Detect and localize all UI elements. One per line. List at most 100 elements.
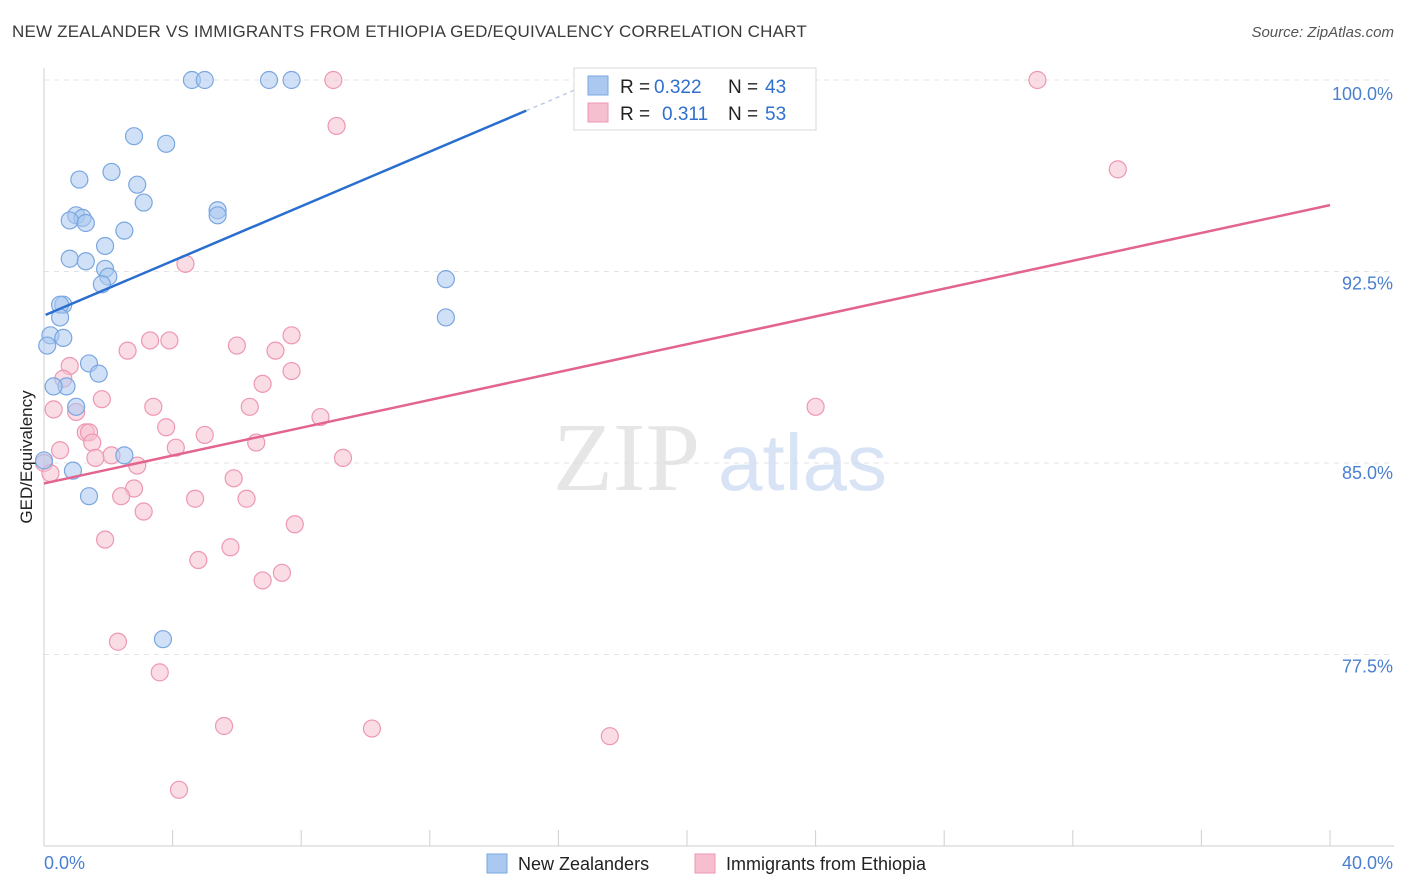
new-zealander-point-1 (195, 70, 214, 90)
new-zealander-point-17 (95, 236, 115, 256)
bottom-legend: New Zealanders Immigrants from Ethiopia (486, 853, 927, 874)
ethiopia-point-22 (157, 418, 176, 437)
ethiopia-point-5 (282, 326, 301, 345)
new-zealander-point-8 (128, 175, 147, 194)
ethiopia-point-49 (150, 663, 169, 682)
new-zealander-point-39 (34, 451, 54, 470)
new-zealander-point-29 (54, 328, 73, 347)
new-zealander-point-16 (115, 221, 134, 240)
bottom-legend-swatch-blue (486, 853, 508, 874)
ethiopia-point-52 (600, 727, 619, 746)
bottom-legend-swatch-pink (694, 853, 716, 874)
new-zealander-point-14 (60, 211, 79, 230)
grid-layer (44, 79, 1394, 655)
new-zealander-point-11 (208, 206, 227, 225)
ethiopia-point-3 (1108, 160, 1127, 179)
ethiopia-point-51 (362, 719, 382, 738)
legend-swatch-pink (587, 102, 609, 123)
new-zealander-point-38 (79, 487, 99, 506)
y-axis-label: GED/Equivalency (17, 390, 36, 524)
new-zealander-point-36 (115, 446, 134, 465)
trend-lines (43, 89, 1331, 485)
new-zealander-point-30 (38, 336, 57, 355)
ethiopia-point-20 (311, 407, 330, 427)
new-zealander-point-18 (60, 249, 79, 268)
trend-line-ethiopia (43, 203, 1331, 485)
new-zealander-point-15 (76, 213, 95, 233)
ethiopia-point-41 (134, 502, 153, 521)
new-zealander-point-27 (436, 308, 455, 327)
stats-legend-box (573, 67, 817, 131)
x-tick-label-max: 40.0% (1342, 853, 1393, 873)
y-tick-label-0: 77.5% (1342, 657, 1393, 677)
ethiopia-point-43 (95, 530, 115, 549)
ethiopia-point-25 (195, 425, 214, 445)
series-new-zealanders-points (34, 70, 455, 649)
y-tick-label-2: 92.5% (1342, 274, 1393, 294)
ethiopia-point-18 (144, 397, 163, 416)
new-zealander-point-37 (63, 461, 83, 480)
x-tick-labels: 0.0% 40.0% (44, 853, 1393, 873)
legend-n-label-1: N = (728, 77, 758, 98)
bottom-legend-label-blue: New Zealanders (518, 854, 649, 874)
new-zealander-point-23 (436, 270, 455, 289)
new-zealander-point-3 (282, 70, 301, 90)
ethiopia-point-48 (108, 632, 128, 651)
new-zealander-point-5 (157, 134, 176, 153)
trend-line-new-zealanders-extension (525, 89, 575, 112)
y-tick-label-3: 100.0% (1332, 84, 1393, 104)
ethiopia-point-31 (86, 448, 105, 467)
watermark-atlas: atlas (718, 418, 887, 507)
trend-line-new-zealanders (45, 109, 527, 317)
ethiopia-point-0 (324, 70, 343, 90)
stats-legend: R = 0.322 N = 43 R = 0.311 N = 53 (573, 67, 817, 131)
ethiopia-point-47 (253, 571, 272, 590)
new-zealander-point-34 (44, 377, 63, 396)
legend-r-label-2: R = (620, 104, 650, 125)
new-zealander-point-35 (67, 397, 86, 416)
legend-n-label-2: N = (728, 104, 758, 125)
new-zealander-point-40 (153, 630, 173, 649)
ethiopia-point-28 (166, 438, 185, 457)
new-zealander-point-4 (124, 127, 144, 146)
ethiopia-point-46 (272, 563, 292, 582)
ethiopia-point-42 (285, 515, 304, 534)
ethiopia-point-38 (112, 487, 131, 506)
ethiopia-point-27 (83, 433, 102, 452)
chart-title: NEW ZEALANDER VS IMMIGRANTS FROM ETHIOPI… (12, 22, 807, 41)
series-ethiopia-points (34, 70, 1127, 799)
source-label: Source: ZipAtlas.com (1251, 24, 1394, 41)
legend-n-value-2: 53 (765, 104, 786, 125)
ethiopia-point-32 (333, 448, 353, 467)
ethiopia-point-50 (214, 716, 234, 736)
ethiopia-point-2 (327, 116, 346, 136)
legend-swatch-blue (587, 75, 609, 96)
ethiopia-point-8 (227, 336, 246, 355)
ethiopia-point-15 (92, 390, 111, 409)
watermark-zip: ZIP (553, 404, 700, 512)
ethiopia-point-29 (50, 441, 70, 460)
y-tick-labels: 77.5% 85.0% 92.5% 100.0% (1332, 84, 1393, 677)
ethiopia-point-44 (221, 538, 240, 557)
ethiopia-point-36 (224, 469, 243, 488)
new-zealander-point-9 (134, 193, 153, 212)
ethiopia-point-6 (140, 331, 160, 350)
new-zealander-point-32 (89, 364, 108, 383)
legend-n-value-1: 43 (765, 77, 786, 98)
ethiopia-point-12 (282, 361, 301, 381)
ethiopia-point-21 (806, 397, 825, 416)
new-zealander-point-6 (102, 162, 121, 182)
ethiopia-point-9 (118, 341, 137, 360)
bottom-legend-label-pink: Immigrants from Ethiopia (726, 854, 927, 874)
legend-r-value-1: 0.322 (654, 77, 702, 98)
ethiopia-point-16 (44, 400, 63, 419)
ethiopia-point-1 (1028, 70, 1047, 90)
ethiopia-point-53 (169, 780, 189, 799)
x-tick-label-min: 0.0% (44, 853, 85, 873)
ethiopia-point-10 (266, 341, 285, 360)
new-zealander-point-2 (259, 70, 279, 90)
watermark: ZIP atlas (553, 404, 887, 512)
ethiopia-point-39 (186, 489, 205, 508)
legend-r-label-1: R = (620, 77, 650, 98)
